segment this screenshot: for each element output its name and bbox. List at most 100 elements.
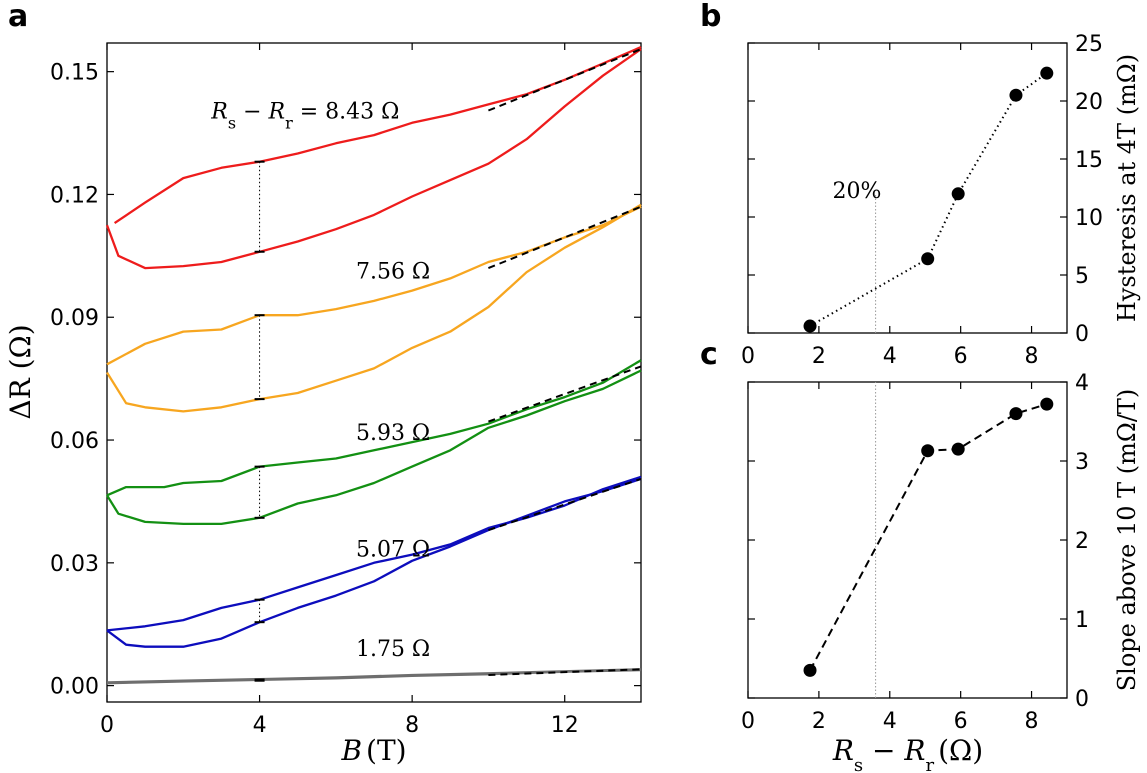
panel-b-ytick-label: 25 xyxy=(1075,32,1103,57)
panel-b-ytick-label: 15 xyxy=(1075,148,1103,173)
panel-a-xtick-label: 12 xyxy=(551,713,579,738)
panel-a-ytick-label: 0.06 xyxy=(50,429,99,454)
panel-b-xtick-label: 8 xyxy=(1025,344,1039,369)
panel-c-letter: c xyxy=(700,337,718,372)
panel-c-frame xyxy=(747,381,1068,699)
series-4 xyxy=(106,668,642,685)
panel-b-plot: 0 2 4 6 8 0 5 10 15 20 25 20% Hysteresis at 4T (mΩ… xyxy=(741,32,1141,369)
panel-c-xtick-label: 2 xyxy=(812,709,826,734)
panel-b-data xyxy=(803,66,1054,333)
series-line-up-sweep xyxy=(106,668,642,684)
panel-c-data-point xyxy=(951,442,965,456)
panel-c-xlabel-unit: (Ω) xyxy=(938,734,983,767)
panel-b-marker-label: 20% xyxy=(833,179,882,204)
series-label-part: s xyxy=(228,113,236,132)
panel-a-series-labels: Rs − Rr = 8.43 Ω 7.56 Ω 5.93 Ω 5.07 Ω 1.75 Ω xyxy=(210,100,430,662)
series-line-down-sweep xyxy=(106,203,642,413)
series-fit-line xyxy=(488,48,642,112)
series-2 xyxy=(106,359,642,526)
panel-b-ticks: 0 2 4 6 8 0 5 10 15 20 25 xyxy=(741,32,1103,369)
series-line-up-sweep xyxy=(113,46,642,225)
panel-b-xtick-label: 4 xyxy=(883,344,897,369)
series-label-part: R xyxy=(210,100,228,125)
series-label-part: = 8.43 Ω xyxy=(293,100,400,125)
panel-b-ytick-label: 20 xyxy=(1075,90,1103,115)
panel-a-xtick-label: 8 xyxy=(405,713,419,738)
series-label-part: r xyxy=(285,113,293,132)
panel-c-xlabel-r2: R xyxy=(903,734,925,767)
panel-b-ylabel: Hysteresis at 4T (mΩ) xyxy=(1113,54,1141,322)
series-line-down-sweep xyxy=(106,369,642,526)
series-line-down-sweep xyxy=(105,48,642,270)
panel-a-ytick-label: 0.15 xyxy=(50,61,99,86)
panel-c-data xyxy=(803,382,1054,698)
panel-c-ytick-label: 1 xyxy=(1075,608,1089,633)
panel-b-connector-line xyxy=(809,72,1048,327)
panel-c-connector-line xyxy=(809,403,1048,671)
panel-a-xtick-label: 0 xyxy=(100,713,114,738)
series-label: 7.56 Ω xyxy=(356,259,430,284)
panel-c-xlabel-r: R xyxy=(832,734,854,767)
panel-a-ticks: 0 4 8 12 0.00 0.03 0.06 0.09 0.12 0.15 xyxy=(50,43,641,738)
panel-c-data-point xyxy=(1009,407,1023,421)
series-label: Rs − Rr = 8.43 Ω xyxy=(210,100,399,133)
panel-c-data-point xyxy=(921,444,935,458)
series-label-part: − xyxy=(236,100,268,125)
series-fit-line xyxy=(488,365,642,423)
panel-b-ytick-label: 0 xyxy=(1075,322,1089,347)
panel-c-xlabel-minus: − xyxy=(863,734,904,767)
panel-a-plot: 0 4 8 12 0.00 0.03 0.06 0.09 0.12 0.15 Rs − Rr = … xyxy=(4,42,642,767)
panel-c-xlabel: Rs − Rr (Ω) xyxy=(832,734,983,773)
panel-c-xtick-label: 8 xyxy=(1025,709,1039,734)
panel-b-frame xyxy=(747,42,1068,334)
panel-b-xtick-label: 6 xyxy=(954,344,968,369)
panel-a-xlabel-unit: (T) xyxy=(366,734,407,767)
panel-a-ytick-label: 0.03 xyxy=(50,552,99,577)
series-1 xyxy=(106,203,642,413)
series-fit-line xyxy=(488,205,642,270)
panel-c-plot: 0 2 4 6 8 0 1 2 3 4 Rs − Rr (Ω) Slope above 10 T (… xyxy=(741,371,1141,773)
panel-a-letter: a xyxy=(8,0,28,34)
panel-a-xlabel: B (T) xyxy=(340,734,406,767)
series-fit-line xyxy=(488,668,642,676)
panel-c-xlabel-sub-r: r xyxy=(926,755,935,773)
series-line-up-sweep xyxy=(106,359,642,497)
panel-b-ytick-label: 10 xyxy=(1075,206,1103,231)
series-label: 5.07 Ω xyxy=(356,538,430,563)
panel-c-data-point xyxy=(803,663,817,677)
series-3 xyxy=(106,475,642,648)
panel-b-data-point xyxy=(921,252,935,266)
series-label-part: R xyxy=(268,100,286,125)
panel-c-xtick-label: 6 xyxy=(954,709,968,734)
panel-b-data-point xyxy=(1040,66,1054,80)
panel-a-ylabel: ΔR (Ω) xyxy=(4,324,37,419)
series-0 xyxy=(105,46,642,270)
panel-b-data-point xyxy=(1009,88,1023,102)
panel-c-ylabel: Slope above 10 T (mΩ/T) xyxy=(1113,389,1141,692)
panel-b-data-point xyxy=(951,187,965,201)
panel-a-xtick-label: 4 xyxy=(253,713,267,738)
panel-b-xtick-label: 2 xyxy=(812,344,826,369)
series-fit-line xyxy=(488,477,642,532)
panel-a-xlabel-var: B xyxy=(340,734,362,767)
panel-a-series xyxy=(105,46,642,685)
series-line-up-sweep xyxy=(106,205,642,366)
panel-a-ytick-label: 0.00 xyxy=(50,675,99,700)
panel-c-data-point xyxy=(1040,397,1054,411)
panel-a-ytick-label: 0.12 xyxy=(50,183,99,208)
panel-c-xtick-label: 0 xyxy=(741,709,755,734)
panel-b-data-point xyxy=(803,319,817,333)
panel-c-ytick-label: 3 xyxy=(1075,450,1089,475)
panel-c-ytick-label: 2 xyxy=(1075,529,1089,554)
panel-c-xlabel-sub-s: s xyxy=(854,755,863,773)
panel-c-ytick-label: 0 xyxy=(1075,687,1089,712)
panel-c-ticks: 0 2 4 6 8 0 1 2 3 4 xyxy=(741,371,1089,734)
series-label: 1.75 Ω xyxy=(356,637,430,662)
panel-c-xtick-label: 4 xyxy=(883,709,897,734)
series-line-down-sweep xyxy=(106,477,642,648)
panel-b-ytick-label: 5 xyxy=(1075,264,1089,289)
series-label: 5.93 Ω xyxy=(356,421,430,446)
panel-b-xtick-label: 0 xyxy=(741,344,755,369)
panel-a-ytick-label: 0.09 xyxy=(50,306,99,331)
